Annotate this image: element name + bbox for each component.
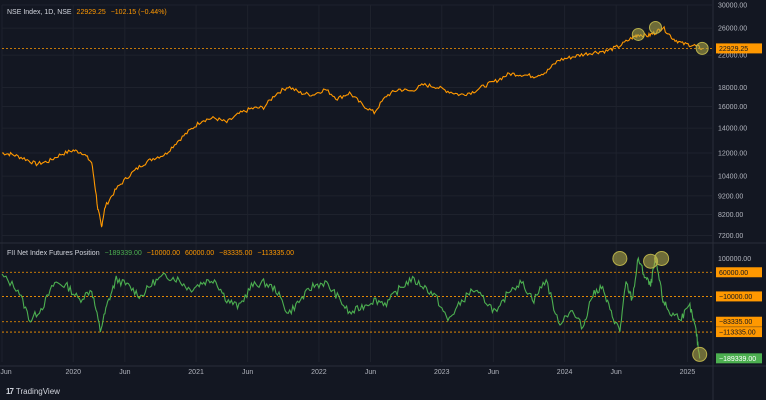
indicator-value-3: −83335.00 [219,250,253,257]
x-tick-label: Jun [611,369,622,376]
highlight-circle [631,27,645,41]
y-tick-label: 16000.00 [718,104,747,111]
price-change: −102.15 (−0.44%) [110,9,167,16]
x-tick-label: 2021 [188,369,204,376]
highlight-circle [648,20,662,34]
tradingview-brand[interactable]: 17 TradingView [6,387,60,396]
highlight-circle [692,346,708,362]
y-tick-label: 26000.00 [718,26,747,33]
reference-badge [716,327,762,338]
y-tick-label: 9200.00 [718,193,743,200]
x-tick-label: 2023 [434,369,450,376]
x-tick-label: 2024 [557,369,573,376]
y-tick-label: 18000.00 [718,85,747,92]
y-tick-label: 30000.00 [718,3,747,10]
indicator-value-1: −10000.00 [146,250,180,257]
highlight-circle [612,250,628,266]
x-tick-label: Jun [119,369,130,376]
x-tick-label: 2020 [65,369,81,376]
reference-badge-label: −10000.00 [719,294,752,301]
indicator-legend: FII Net Index Futures Position −189339.0… [7,250,297,257]
indicator-name[interactable]: FII Net Index Futures Position [7,250,100,257]
reference-badge-label: −113335.00 [719,330,756,337]
indicator-last-badge-label: −189339.00 [719,356,756,363]
indicator-last-badge [716,353,762,364]
last-price: 22929.25 [76,9,106,16]
reference-badge-label: −83335.00 [719,319,752,326]
x-tick-label: Jun [365,369,376,376]
brand-label: TradingView [15,387,60,396]
tradingview-logo-icon: 17 [6,387,14,396]
price-series-line [1,25,703,228]
last-price-badge [716,43,762,54]
main-legend: NSE Index, 1D, NSE 22929.25 −102.15 (−0.… [7,9,170,16]
highlight-circle [654,250,670,266]
reference-badge [716,316,762,327]
indicator-value-4: −113335.00 [257,250,295,257]
reference-badge [716,291,762,302]
indicator-value-2: 60000.00 [184,250,215,257]
x-tick-label: Jun [488,369,499,376]
x-tick-label: 2022 [311,369,327,376]
indicator-y-tick-label: 100000.00 [718,256,751,263]
y-tick-label: 12000.00 [718,150,747,157]
y-tick-label: 10400.00 [718,174,747,181]
y-tick-label: 8200.00 [718,212,743,219]
y-tick-label: 7200.00 [718,233,743,240]
indicator-series-line [1,254,701,359]
highlight-circle [695,41,709,55]
symbol-label[interactable]: NSE Index, 1D, NSE [7,9,72,16]
y-tick-label: 14000.00 [718,126,747,133]
x-tick-label: Jun [242,369,253,376]
x-tick-label: 2025 [680,369,696,376]
reference-badge [716,267,762,278]
reference-badge-label: 60000.00 [719,270,748,277]
indicator-value-0: −189339.00 [104,250,142,257]
y-tick-label: 22000.00 [718,53,747,60]
last-price-badge-label: 22929.25 [719,46,748,53]
x-tick-label: Jun [0,369,11,376]
